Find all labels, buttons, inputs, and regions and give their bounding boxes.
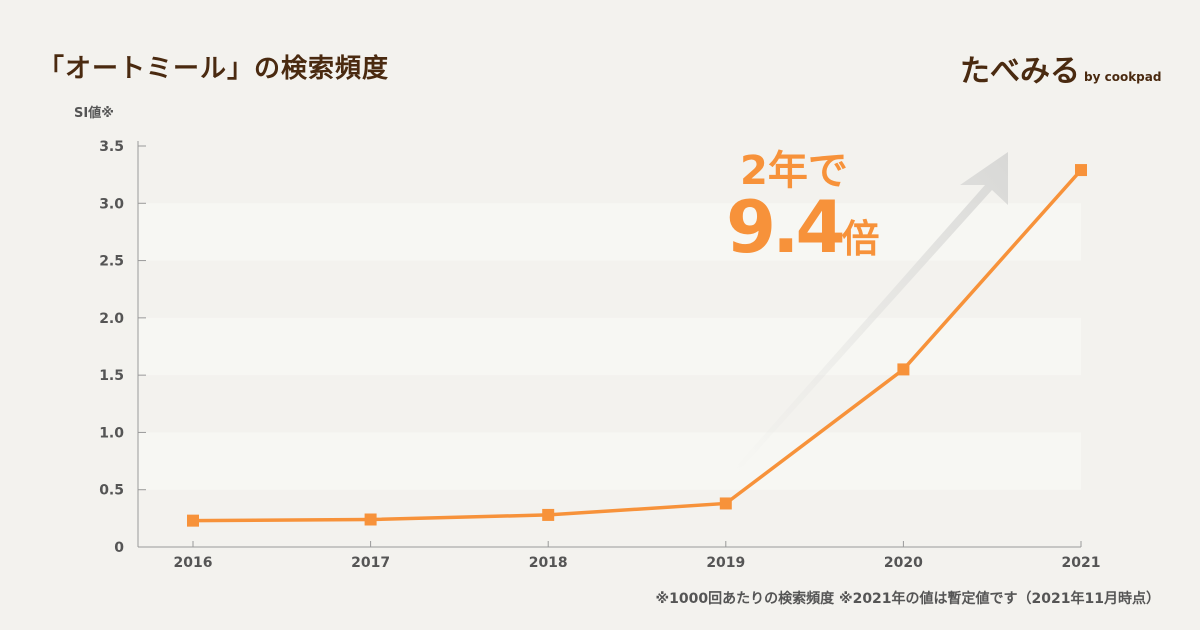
y-tick-label: 2.5	[99, 254, 124, 270]
footnote: ※1000回あたりの検索頻度 ※2021年の値は暫定値です（2021年11月時点…	[655, 591, 1160, 607]
y-tick-label: 3.5	[99, 139, 124, 155]
x-tick-label: 2019	[706, 555, 745, 571]
chart-title: 「オートミール」の検索頻度	[38, 54, 390, 84]
series-line	[192, 168, 1083, 523]
y-tick-label: 0.5	[99, 483, 124, 499]
x-tick-label: 2018	[529, 555, 568, 571]
data-point	[719, 497, 732, 510]
data-point	[364, 513, 377, 526]
x-tick-label: 2021	[1062, 555, 1101, 571]
data-point	[1075, 164, 1087, 177]
data-point	[897, 363, 910, 376]
data-point	[187, 514, 199, 527]
y-axis-label: SI値※	[74, 106, 114, 121]
logo: たべみる by cookpad	[960, 54, 1162, 89]
y-tick-label: 1.5	[99, 368, 124, 384]
data-point	[542, 508, 555, 521]
y-tick-label: 2.0	[99, 311, 124, 327]
x-tick-label: 2017	[351, 555, 390, 571]
y-tick-label: 1.0	[99, 425, 124, 441]
x-tick-label: 2020	[884, 555, 923, 571]
callout-value: 9.4倍	[726, 185, 880, 269]
x-tick-label: 2016	[174, 555, 213, 571]
callout-line1: 2年で	[740, 148, 848, 194]
y-tick-label: 0	[114, 540, 124, 556]
grid-band	[138, 432, 1081, 490]
grid-band	[138, 203, 1081, 261]
y-tick-label: 3.0	[99, 196, 124, 212]
trend-arrow	[733, 152, 1008, 472]
